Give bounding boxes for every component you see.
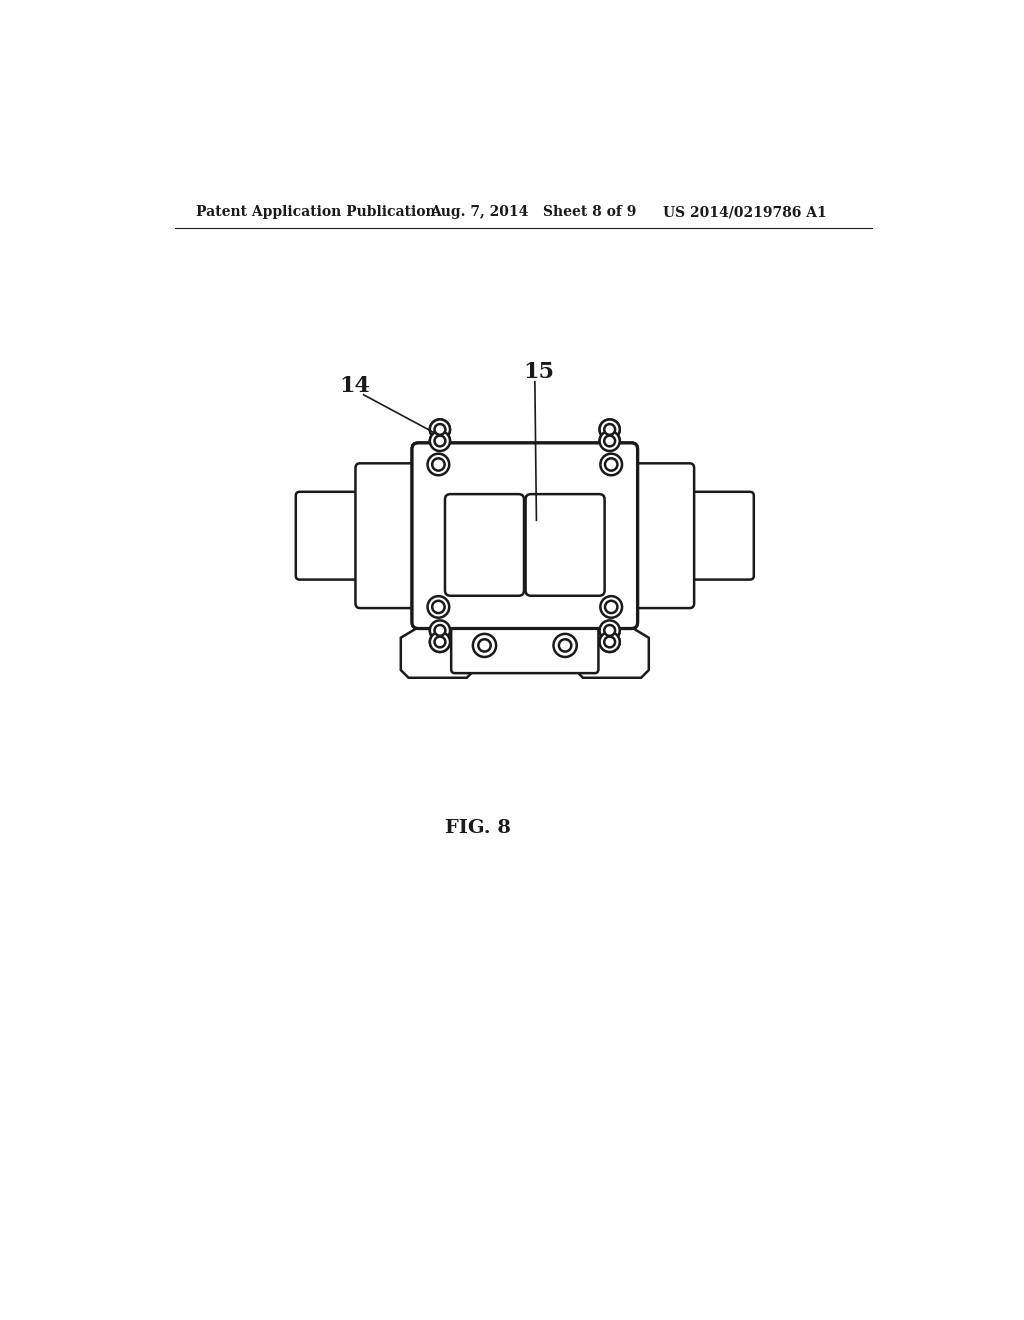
Circle shape xyxy=(434,424,445,434)
Circle shape xyxy=(428,597,450,618)
Circle shape xyxy=(559,639,571,652)
Circle shape xyxy=(434,636,445,647)
FancyBboxPatch shape xyxy=(525,494,604,595)
Circle shape xyxy=(605,601,617,612)
Circle shape xyxy=(604,424,615,434)
Circle shape xyxy=(605,458,617,471)
Circle shape xyxy=(600,632,620,652)
Circle shape xyxy=(434,436,445,446)
Circle shape xyxy=(600,632,620,652)
FancyBboxPatch shape xyxy=(682,492,754,579)
FancyBboxPatch shape xyxy=(412,444,638,628)
Circle shape xyxy=(605,601,617,612)
Circle shape xyxy=(434,626,445,636)
Circle shape xyxy=(600,430,620,451)
Circle shape xyxy=(432,458,444,471)
FancyBboxPatch shape xyxy=(525,494,604,595)
FancyBboxPatch shape xyxy=(296,492,368,579)
Circle shape xyxy=(434,424,445,434)
Circle shape xyxy=(604,636,615,647)
FancyBboxPatch shape xyxy=(445,494,524,595)
Text: US 2014/0219786 A1: US 2014/0219786 A1 xyxy=(663,205,826,219)
Circle shape xyxy=(430,620,450,640)
Circle shape xyxy=(600,454,622,475)
Circle shape xyxy=(604,424,615,434)
Circle shape xyxy=(604,636,615,647)
Circle shape xyxy=(432,601,444,612)
Circle shape xyxy=(554,634,577,657)
Circle shape xyxy=(600,454,622,475)
Circle shape xyxy=(600,597,622,618)
Circle shape xyxy=(600,420,620,440)
Circle shape xyxy=(434,436,445,446)
FancyBboxPatch shape xyxy=(412,444,638,628)
Circle shape xyxy=(604,436,615,446)
FancyBboxPatch shape xyxy=(623,463,694,609)
Circle shape xyxy=(430,632,450,652)
Circle shape xyxy=(428,454,450,475)
Circle shape xyxy=(432,601,444,612)
Circle shape xyxy=(430,430,450,451)
Text: 15: 15 xyxy=(523,362,554,383)
Circle shape xyxy=(600,430,620,451)
Circle shape xyxy=(600,420,620,440)
Circle shape xyxy=(428,597,450,618)
Circle shape xyxy=(430,420,450,440)
Text: Patent Application Publication: Patent Application Publication xyxy=(197,205,436,219)
Circle shape xyxy=(432,458,444,471)
Circle shape xyxy=(604,626,615,636)
Circle shape xyxy=(600,620,620,640)
Text: FIG. 8: FIG. 8 xyxy=(445,820,511,837)
FancyBboxPatch shape xyxy=(445,494,524,595)
Circle shape xyxy=(434,636,445,647)
Circle shape xyxy=(478,639,490,652)
Circle shape xyxy=(428,454,450,475)
Circle shape xyxy=(604,626,615,636)
Polygon shape xyxy=(400,624,517,677)
FancyBboxPatch shape xyxy=(452,618,598,673)
Circle shape xyxy=(604,436,615,446)
Polygon shape xyxy=(532,624,649,677)
Circle shape xyxy=(605,458,617,471)
Text: Aug. 7, 2014   Sheet 8 of 9: Aug. 7, 2014 Sheet 8 of 9 xyxy=(430,205,637,219)
Circle shape xyxy=(473,634,496,657)
Circle shape xyxy=(430,430,450,451)
Text: 14: 14 xyxy=(339,375,370,396)
Circle shape xyxy=(600,597,622,618)
FancyBboxPatch shape xyxy=(355,463,427,609)
Circle shape xyxy=(434,626,445,636)
Circle shape xyxy=(600,620,620,640)
Circle shape xyxy=(430,620,450,640)
Circle shape xyxy=(430,632,450,652)
Circle shape xyxy=(430,420,450,440)
